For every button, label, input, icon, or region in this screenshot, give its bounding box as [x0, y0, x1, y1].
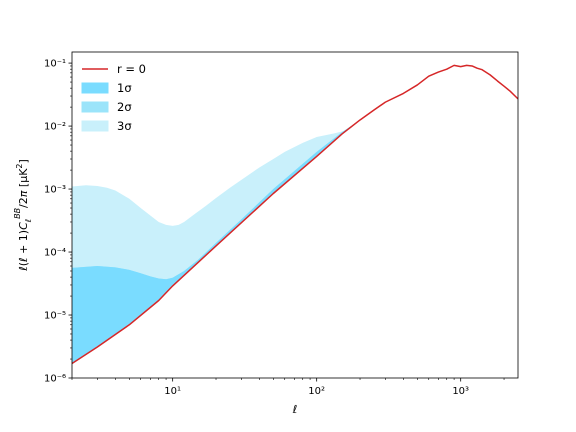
x-tick-label: 10³	[452, 386, 469, 397]
y-tick-label: 10⁻⁴	[44, 248, 66, 259]
x-tick-label: 10¹	[164, 386, 181, 397]
legend-label-2sigma: 2σ	[117, 100, 132, 114]
plot-layer	[72, 64, 518, 365]
y-axis-label: ℓ(ℓ + 1)CℓBB/2π [μK2]	[13, 159, 33, 272]
frame-layer	[71, 51, 519, 379]
x-axis-label: ℓ	[292, 403, 298, 416]
plot-frame	[71, 51, 519, 379]
legend-label-r0: r = 0	[117, 62, 146, 76]
legend-label-1sigma: 1σ	[117, 81, 132, 95]
y-tick-label: 10⁻³	[44, 185, 66, 196]
legend: r = 0 1σ 2σ 3σ	[81, 62, 146, 133]
y-tick-label: 10⁻⁵	[44, 311, 66, 322]
legend-label-3sigma: 3σ	[117, 119, 132, 133]
y-tick-label: 10⁻⁶	[44, 374, 66, 385]
legend-swatch-1sigma	[81, 82, 109, 94]
tick-layer: 10¹ 10² 10³ 10⁻⁶ 10⁻⁵ 10⁻⁴ 10⁻³ 10⁻² 10⁻¹	[44, 59, 505, 397]
legend-swatch-3sigma	[81, 120, 109, 132]
series-line-r0	[72, 64, 518, 365]
legend-swatch-2sigma	[81, 101, 109, 113]
y-tick-label: 10⁻¹	[44, 59, 66, 70]
x-tick-label: 10²	[308, 386, 325, 397]
y-tick-label: 10⁻²	[44, 122, 66, 133]
